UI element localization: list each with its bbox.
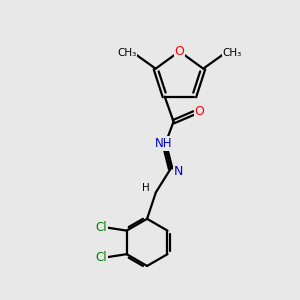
Text: CH₃: CH₃ <box>117 48 136 58</box>
Text: O: O <box>194 105 204 118</box>
Text: H: H <box>142 183 149 193</box>
Text: O: O <box>175 45 184 58</box>
Text: CH₃: CH₃ <box>223 48 242 58</box>
Text: NH: NH <box>154 137 172 150</box>
Text: Cl: Cl <box>95 251 107 264</box>
Text: Cl: Cl <box>95 220 107 234</box>
Text: N: N <box>174 165 184 178</box>
